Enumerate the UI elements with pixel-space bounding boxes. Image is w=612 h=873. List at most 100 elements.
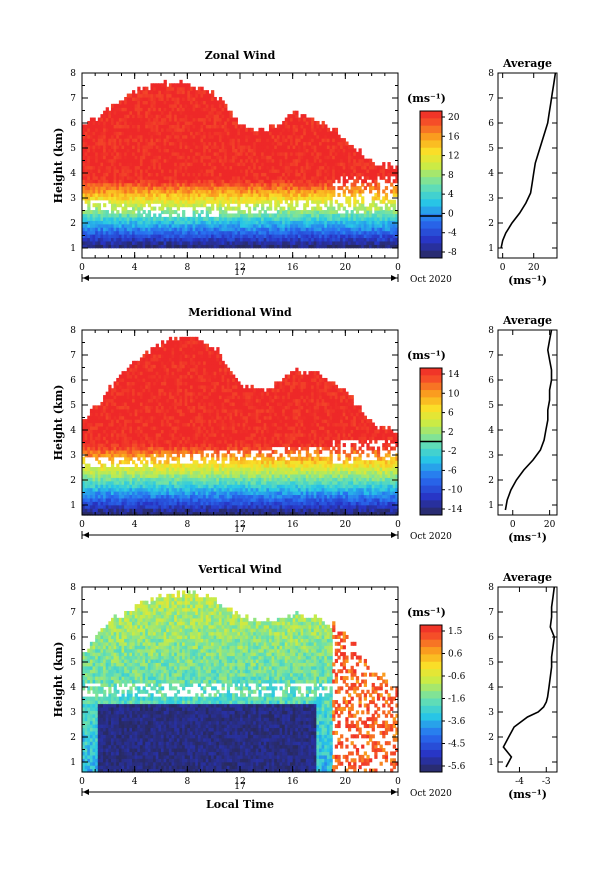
heatmap-cell: [84, 182, 88, 187]
heatmap-cell: [161, 216, 165, 221]
heatmap-cell: [118, 155, 123, 160]
heatmap-cell: [116, 110, 120, 115]
heatmap-cell: [390, 165, 394, 170]
heatmap-cell: [237, 203, 241, 208]
heatmap-cell: [145, 234, 149, 239]
heatmap-cell: [137, 155, 141, 160]
heatmap-cell: [105, 237, 109, 242]
heatmap-cell: [121, 240, 125, 245]
heatmap-cell: [110, 144, 115, 149]
heatmap-cell: [153, 162, 157, 167]
heatmap-cell: [147, 227, 152, 232]
heatmap-cell: [147, 134, 152, 139]
heatmap-cell: [163, 114, 167, 119]
heatmap-cell: [84, 172, 88, 177]
heatmap-cell: [137, 216, 141, 221]
heatmap-cell: [113, 165, 117, 170]
heatmap-cell: [371, 199, 375, 204]
heatmap-cell: [142, 155, 146, 160]
heatmap-cell: [100, 165, 104, 170]
heatmap-cell: [142, 186, 146, 191]
heatmap-cell: [118, 220, 123, 225]
heatmap-cell: [92, 189, 96, 194]
heatmap-cell: [147, 179, 152, 184]
heatmap-cell: [168, 175, 173, 180]
heatmap-cell: [139, 96, 144, 102]
heatmap-cell: [118, 103, 123, 108]
heatmap-cell: [110, 172, 115, 177]
heatmap-cell: [153, 90, 157, 95]
heatmap-cell: [150, 144, 154, 149]
heatmap-cell: [97, 206, 102, 211]
heatmap-cell: [161, 124, 165, 129]
heatmap-cell: [129, 117, 133, 122]
heatmap-cell: [126, 107, 130, 112]
heatmap-cell: [153, 96, 157, 102]
heatmap-cell: [103, 240, 107, 245]
heatmap-cell: [121, 230, 125, 235]
heatmap-cell: [150, 196, 154, 201]
heatmap-cell: [361, 155, 365, 160]
heatmap-cell: [97, 144, 102, 149]
heatmap-cell: [153, 148, 157, 153]
heatmap-cell: [139, 127, 144, 132]
heatmap-cell: [124, 162, 128, 167]
heatmap-cell: [166, 203, 170, 208]
y-tick-label: 6: [70, 119, 76, 129]
heatmap-cell: [82, 234, 86, 239]
heatmap-cell: [142, 117, 146, 122]
heatmap-cell: [155, 162, 159, 167]
heatmap-cell: [142, 144, 146, 149]
heatmap-cell: [87, 182, 91, 187]
heatmap-cell: [150, 234, 154, 239]
heatmap-cell: [87, 237, 91, 242]
heatmap-cell: [168, 192, 173, 197]
heatmap-cell: [153, 138, 157, 143]
heatmap-cell: [121, 234, 125, 239]
heatmap-cell: [129, 203, 133, 208]
heatmap-cell: [124, 240, 128, 245]
heatmap-cell: [171, 203, 175, 208]
heatmap-cell: [139, 189, 144, 194]
heatmap-cell: [103, 144, 107, 149]
heatmap-cell: [147, 120, 152, 125]
heatmap-cell: [161, 90, 165, 95]
heatmap-cell: [129, 172, 133, 177]
heatmap-cell: [166, 196, 170, 201]
heatmap-cell: [150, 162, 154, 167]
heatmap-cell: [166, 107, 170, 112]
heatmap-cell: [168, 172, 173, 177]
heatmap-cell: [132, 237, 136, 242]
heatmap-cell: [95, 186, 99, 191]
heatmap-cell: [113, 117, 117, 122]
heatmap-cell: [103, 168, 107, 173]
avg-y-tick-label: 2: [488, 219, 494, 229]
heatmap-cell: [142, 172, 146, 177]
heatmap-cell: [134, 227, 138, 232]
heatmap-cell: [82, 182, 86, 187]
heatmap-cell: [116, 168, 120, 173]
heatmap-cell: [108, 110, 112, 115]
heatmap-cell: [84, 223, 88, 228]
heatmap-cell: [105, 158, 109, 163]
heatmap-cell: [84, 230, 88, 235]
heatmap-cell: [113, 162, 117, 167]
heatmap-cell: [166, 206, 170, 211]
heatmap-cell: [113, 124, 117, 129]
heatmap-cell: [158, 155, 162, 160]
heatmap-cell: [129, 141, 133, 146]
heatmap-cell: [116, 186, 120, 191]
heatmap-cell: [132, 220, 136, 225]
heatmap-cell: [171, 134, 175, 139]
heatmap-cell: [89, 155, 94, 160]
heatmap-cell: [171, 223, 175, 228]
colorbar-band: [420, 191, 442, 200]
heatmap-cell: [110, 196, 115, 201]
date-bar-arrow: [391, 275, 397, 281]
heatmap-cell: [155, 138, 159, 143]
heatmap-cell: [139, 110, 144, 115]
colorbar-band: [420, 250, 442, 259]
heatmap-cell: [110, 216, 115, 221]
heatmap-cell: [118, 127, 123, 132]
